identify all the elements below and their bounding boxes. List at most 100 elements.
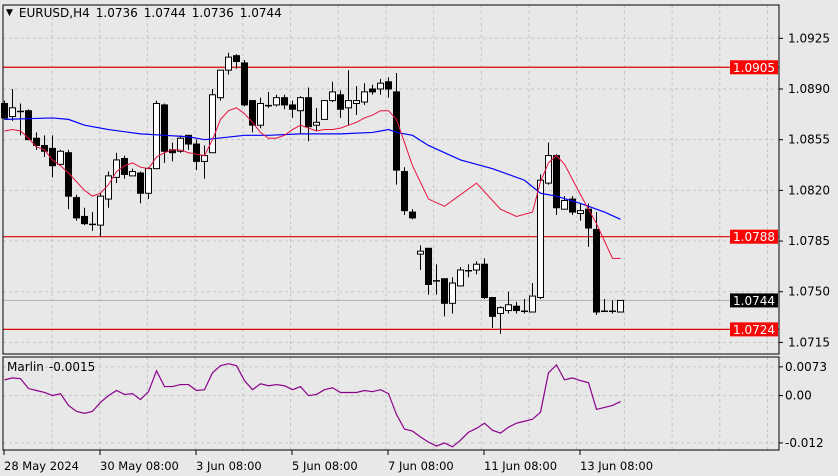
- oscillator-tick-label: 0.0073: [785, 360, 827, 374]
- oscillator-tick-label: 0.00: [785, 389, 812, 403]
- candle-bear: [65, 152, 72, 197]
- level-price-label[interactable]: 1.0724: [733, 323, 775, 337]
- candle-bull: [473, 263, 480, 271]
- candle-bull: [257, 102, 264, 126]
- time-label: 5 Jun 08:00: [292, 459, 358, 473]
- candle-bear: [385, 81, 392, 90]
- oscillator-axis: 0.0073 0.00 -0.012: [779, 360, 827, 450]
- oscillator-panel-frame: [2, 356, 780, 451]
- marlin-line: [4, 363, 621, 448]
- candle-bear: [25, 110, 32, 141]
- time-label: 28 May 2024: [4, 459, 79, 473]
- candle-bull: [529, 295, 536, 313]
- high-value: 1.0744: [143, 6, 186, 20]
- price-tick-label: 1.0750: [788, 285, 830, 299]
- price-tick-label: 1.0890: [788, 82, 830, 96]
- open-value: 1.0736: [95, 6, 138, 20]
- candle-bull: [217, 69, 224, 99]
- price-tick-label: 1.0820: [788, 183, 830, 197]
- candle-bear: [81, 215, 88, 225]
- candle-bear: [137, 172, 144, 194]
- candle-bear: [161, 104, 168, 152]
- candle-bear: [401, 171, 408, 212]
- time-label: 30 May 08:00: [100, 459, 179, 473]
- candle-bear: [241, 62, 248, 106]
- candle-bull: [417, 250, 424, 255]
- candle-bear: [441, 278, 448, 304]
- price-tick-label: 1.0715: [788, 335, 830, 349]
- candle-bull: [97, 195, 104, 226]
- ma-slow-line: [4, 117, 621, 220]
- candle-bear: [409, 211, 416, 219]
- symbol-label: EURUSD,H4: [18, 6, 90, 20]
- triangle-down-icon[interactable]: ▼: [6, 8, 13, 18]
- candle-bull: [297, 97, 304, 112]
- candle-bear: [305, 97, 312, 128]
- level-price-label[interactable]: 1.0905: [733, 61, 775, 75]
- candle-bear: [593, 228, 600, 313]
- candle-bull: [9, 107, 16, 118]
- candle-bear: [425, 247, 432, 285]
- candle-bull: [273, 97, 280, 106]
- candle-bull: [129, 171, 136, 177]
- candle-bear: [393, 91, 400, 171]
- current-price-bg: [730, 293, 778, 308]
- price-tick-label: 1.0785: [788, 234, 830, 248]
- candle-bear: [569, 198, 576, 213]
- horizontal-levels[interactable]: [3, 66, 779, 330]
- candle-bear: [193, 143, 200, 162]
- candle-bear: [73, 197, 80, 219]
- candle-bull: [497, 307, 504, 314]
- candle-bull: [449, 282, 456, 304]
- candle-bull: [113, 159, 120, 178]
- oscillator-title: Marlin -0.0015: [7, 360, 95, 374]
- candle-bear: [49, 147, 56, 167]
- candle-bear: [369, 88, 376, 93]
- time-label: 3 Jun 08:00: [196, 459, 262, 473]
- level-price-label[interactable]: 1.0788: [733, 230, 775, 244]
- candle-bear: [281, 97, 288, 106]
- candle-bull: [561, 199, 568, 210]
- candle-bear: [233, 55, 240, 62]
- candle-bull: [201, 155, 208, 162]
- current-price-label: 1.0744: [733, 294, 775, 308]
- candle-bull: [353, 100, 360, 104]
- price-panel-frame: [2, 4, 780, 355]
- candle-bear: [185, 134, 192, 145]
- level-label-bg: [730, 60, 778, 75]
- candle-bull: [545, 155, 552, 184]
- candle-bull: [345, 100, 352, 109]
- time-label: 11 Jun 08:00: [484, 459, 557, 473]
- level-label-bg: [730, 322, 778, 337]
- oscillator-tick-label: -0.012: [785, 436, 824, 450]
- candle-bear: [489, 297, 496, 317]
- candle-bull: [577, 210, 584, 215]
- candle-bull: [177, 137, 184, 152]
- candle-bull: [145, 168, 152, 194]
- candle-bear: [337, 94, 344, 110]
- time-label: 13 Jun 08:00: [580, 459, 653, 473]
- candle-bear: [481, 263, 488, 299]
- ma-fast-line: [4, 107, 621, 259]
- candle-bull: [225, 56, 232, 71]
- candle-bear: [1, 102, 8, 119]
- level-label-bg: [730, 229, 778, 244]
- price-axis[interactable]: 1.0925 1.0890 1.0855 1.0820 1.0785 1.0750 1.07…: [730, 31, 830, 349]
- candle-bull: [377, 82, 384, 90]
- candle-bear: [33, 137, 40, 146]
- chart-header: ▼ EURUSD,H4 1.0736 1.0744 1.0736 1.0744: [6, 6, 282, 20]
- low-value: 1.0736: [191, 6, 234, 20]
- candle-bear: [553, 155, 560, 209]
- time-axis[interactable]: 28 May 2024 30 May 08:00 3 Jun 08:00 5 Jun …: [3, 450, 653, 473]
- candle-bear: [249, 100, 256, 126]
- candle-bull: [153, 102, 160, 170]
- candle-bull: [361, 91, 368, 103]
- oscillator-name: Marlin: [7, 360, 44, 374]
- candle-bull: [57, 150, 64, 165]
- candles: [1, 52, 624, 334]
- candle-bull: [321, 100, 328, 120]
- candle-bear: [289, 104, 296, 110]
- candle-bull: [505, 304, 512, 312]
- price-tick-label: 1.0925: [788, 31, 830, 45]
